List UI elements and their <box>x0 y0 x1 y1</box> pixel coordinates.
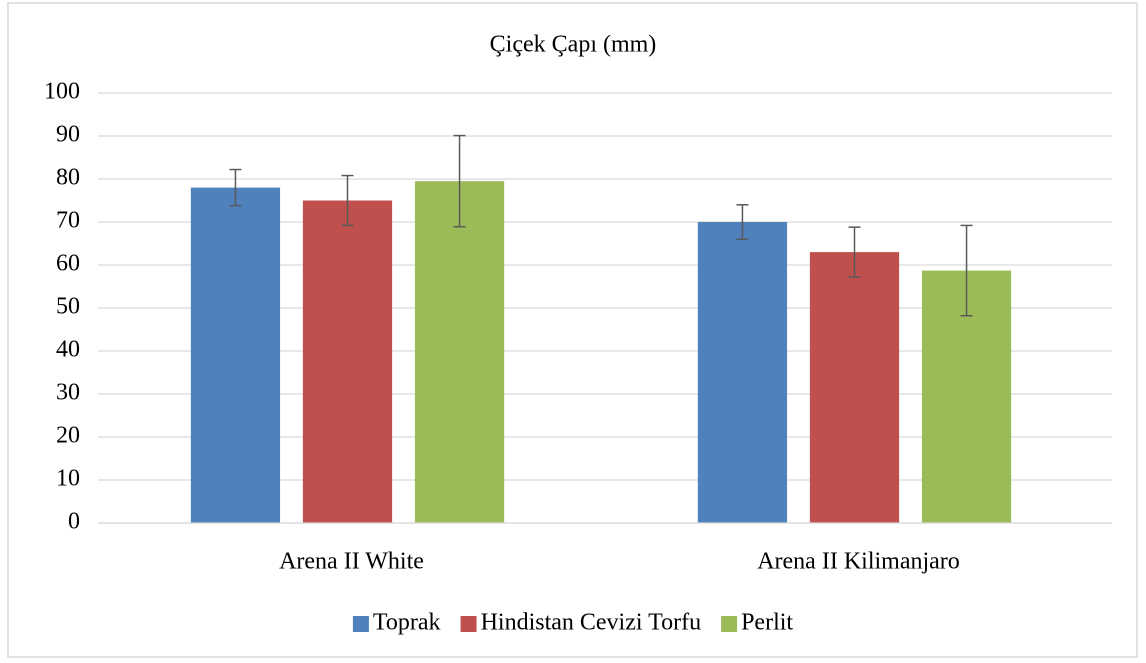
error-bar <box>453 134 466 228</box>
legend-swatch <box>721 616 738 632</box>
y-tick-label: 90 <box>56 122 80 148</box>
y-tick-label: 20 <box>56 423 80 449</box>
bar <box>302 200 393 523</box>
y-tick-label: 30 <box>56 380 80 406</box>
error-bar <box>229 168 242 207</box>
y-tick-label: 60 <box>56 251 80 277</box>
bar <box>190 187 281 523</box>
legend-swatch <box>352 616 369 632</box>
legend-label: Toprak <box>373 610 441 636</box>
error-bar <box>341 174 354 227</box>
y-tick-label: 10 <box>56 466 80 492</box>
x-tick-label: Arena II White <box>279 549 424 575</box>
y-tick-label: 100 <box>44 79 80 105</box>
y-tick-label: 50 <box>56 294 80 320</box>
bar <box>414 181 505 523</box>
error-bar <box>960 224 973 317</box>
x-tick-label: Arena II Kilimanjaro <box>757 549 960 575</box>
legend-label: Hindistan Cevizi Torfu <box>481 610 702 636</box>
chart-title: Çiçek Çapı (mm) <box>490 32 657 58</box>
y-tick-label: 40 <box>56 337 80 363</box>
legend-label: Perlit <box>741 610 793 636</box>
bar <box>697 222 788 523</box>
y-tick-label: 70 <box>56 208 80 234</box>
y-tick-label: 0 <box>68 509 80 535</box>
error-bar <box>848 226 861 278</box>
bar <box>809 252 900 523</box>
y-tick-label: 80 <box>56 165 80 191</box>
legend-swatch <box>460 616 477 632</box>
error-bar <box>736 204 749 240</box>
